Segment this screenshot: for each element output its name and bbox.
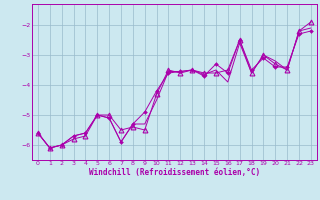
X-axis label: Windchill (Refroidissement éolien,°C): Windchill (Refroidissement éolien,°C) [89,168,260,177]
